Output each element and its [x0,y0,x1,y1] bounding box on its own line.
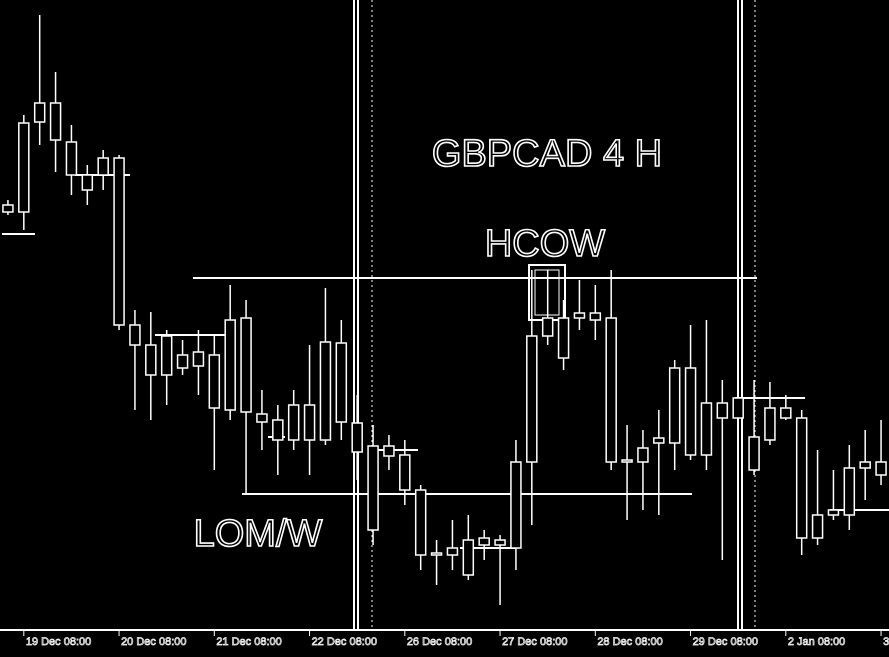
candle-body [224,319,236,411]
candle-body [764,407,776,441]
x-tick-label: 2 Jan 08:00 [788,636,846,648]
candle-body [795,417,808,539]
candle-body [573,312,586,319]
candle-body [875,461,887,476]
chart-title: GBPCAD 4 H [432,133,662,175]
candle-body [383,445,395,457]
x-tick-label: 19 Dec 08:00 [26,636,91,648]
candle-body [700,402,713,456]
candle-body [621,459,633,463]
candle-body [272,419,284,441]
x-tick-label: 29 Dec 08:00 [693,636,758,648]
candle-body [446,547,459,556]
session-lines [0,0,889,631]
x-tick-label: 21 Dec 08:00 [216,636,281,648]
candle-body [811,514,824,539]
candle-body [176,354,189,369]
candle-body [18,122,30,213]
candle-body [827,509,840,516]
candle-body [192,351,205,367]
candle-body [843,467,856,516]
candle-body [637,447,649,463]
candle-body [526,335,538,463]
candle-body [65,141,78,176]
candle-body [287,404,300,441]
candle-body [208,354,221,409]
candle-body [49,102,62,141]
candle-body [367,445,379,531]
candle-body [351,422,363,453]
candle-body [494,539,506,546]
candle-body [541,317,554,337]
x-tick-label: 20 Dec 08:00 [121,636,186,648]
candle-body [605,317,617,463]
candle-body [240,317,252,413]
annotation: LOM/W [194,513,323,555]
candle-body [160,335,173,376]
candle-body [462,539,475,576]
candle-body [335,342,348,423]
candle-body [510,461,522,549]
candle-body [668,367,681,444]
candle-body [732,397,744,419]
candle-body [129,324,141,346]
candle-body [780,407,792,419]
candle-body [430,552,443,556]
annotation: HCOW [485,223,605,265]
candle-body [113,157,125,326]
x-tick-label: 27 Dec 08:00 [502,636,567,648]
candle-body [97,157,109,176]
candle-body [81,174,94,191]
candle-body [589,312,602,321]
candle-body [256,413,268,423]
candle-body [748,436,760,471]
x-tick-label: 26 Dec 08:00 [407,636,472,648]
candle-body [2,204,14,213]
candle-body [716,402,729,419]
candle-body [859,461,871,469]
candle-body [303,404,316,441]
x-tick-label: 22 Dec 08:00 [312,636,377,648]
candle-body [33,102,46,123]
candle-body [414,489,427,556]
candle-body [145,344,157,376]
candle-body [478,537,490,546]
x-tick-label: 3 [883,636,889,648]
candle-body [557,317,570,359]
candle-body [653,437,665,444]
x-tick-label: 28 Dec 08:00 [597,636,662,648]
candle-body [684,367,697,456]
candles [2,15,887,605]
candle-body [399,454,411,491]
candle-body [319,341,332,441]
